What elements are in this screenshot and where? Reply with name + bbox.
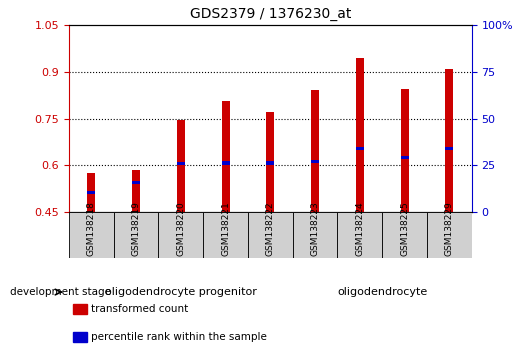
Bar [73, 332, 87, 342]
Bar [113, 212, 158, 258]
Bar [311, 91, 319, 212]
Text: GSM138220: GSM138220 [176, 201, 186, 256]
Bar [356, 58, 364, 212]
Bar [132, 181, 140, 184]
Bar [266, 161, 275, 165]
Bar [87, 173, 95, 212]
Bar [401, 156, 409, 159]
Bar [158, 212, 203, 258]
Text: GSM138229: GSM138229 [445, 201, 454, 256]
Text: oligodendrocyte: oligodendrocyte [337, 287, 427, 297]
Bar [203, 212, 248, 258]
Text: oligodendrocyte progenitor: oligodendrocyte progenitor [105, 287, 257, 297]
Bar [293, 212, 338, 258]
Bar [177, 162, 185, 166]
Text: GSM138222: GSM138222 [266, 201, 275, 256]
Text: GSM138223: GSM138223 [311, 201, 320, 256]
Bar [338, 212, 382, 258]
Text: GSM138221: GSM138221 [221, 201, 230, 256]
Bar [401, 89, 409, 212]
Text: development stage: development stage [11, 287, 111, 297]
Bar [69, 212, 113, 258]
Text: GSM138218: GSM138218 [87, 201, 96, 256]
Bar [87, 190, 95, 194]
Bar [382, 212, 427, 258]
Text: percentile rank within the sample: percentile rank within the sample [91, 332, 267, 342]
Bar [222, 101, 229, 212]
Title: GDS2379 / 1376230_at: GDS2379 / 1376230_at [190, 7, 351, 21]
Text: GSM138224: GSM138224 [355, 201, 364, 256]
Bar [248, 212, 293, 258]
Bar [73, 304, 87, 314]
Text: transformed count: transformed count [91, 304, 188, 314]
Bar [356, 147, 364, 150]
Bar [177, 120, 185, 212]
Bar [311, 160, 319, 163]
Bar [445, 69, 453, 212]
Bar [445, 147, 453, 150]
Bar [427, 212, 472, 258]
Text: GSM138219: GSM138219 [131, 201, 140, 256]
Bar [222, 161, 229, 165]
Bar [266, 112, 275, 212]
Text: GSM138225: GSM138225 [400, 201, 409, 256]
Bar [132, 170, 140, 212]
